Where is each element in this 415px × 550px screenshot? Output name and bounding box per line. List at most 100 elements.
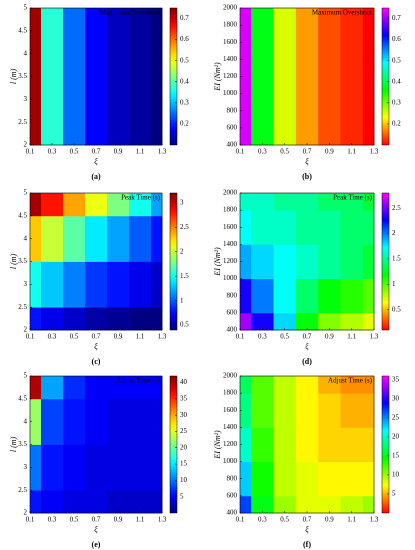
heat-cell [273,376,297,394]
x-tick-label: 1.1 [347,148,356,156]
heat-cell [41,398,64,445]
x-tick-label: 0.3 [48,333,57,341]
heat-cell [240,127,252,146]
heat-cell [362,25,375,60]
heat-cell [295,93,319,129]
colorbar-tick-label: 2.5 [392,204,401,212]
x-tick-label: 0.3 [258,516,267,524]
y-axis-label: l (m) [9,69,18,85]
y-tick-label: 1600 [223,223,238,231]
x-tick-label: 1.1 [136,516,145,524]
x-tick-label: 0.1 [236,516,245,524]
heat-cell [129,261,152,308]
colorbar-tick-label: 0.7 [180,14,189,22]
heat-cell [30,490,42,514]
x-tick-label: 0.1 [26,148,35,156]
y-tick-label: 400 [227,509,238,517]
y-tick-label: 5 [24,189,28,197]
heat-cell [85,8,108,32]
panel-label: (b) [302,172,312,181]
heat-cell [240,210,252,245]
heat-cell [295,8,319,26]
heat-cell [85,261,108,308]
heat-cell [30,122,42,146]
heat-cell [41,444,64,491]
heat-cell [273,8,297,26]
y-tick-label: 2000 [223,372,238,380]
heat-cell [318,427,341,463]
x-tick-label: 0.5 [70,516,79,524]
heat-cell [151,193,163,217]
heat-cell [240,278,252,314]
heat-cell [85,307,108,331]
heat-cell [273,461,297,497]
panel-label: (d) [302,357,312,366]
colorbar-tick-label: 20 [392,432,400,440]
heat-cell [63,122,86,146]
x-tick-label: 1.1 [347,333,356,341]
panel-label: (c) [92,357,101,366]
heat-cell [362,461,375,497]
heat-cell [295,210,319,245]
y-tick-label: 2.5 [18,486,27,494]
heat-cell [240,244,252,280]
heat-cell [63,215,86,262]
heat-cell [107,122,130,146]
heat-cell [273,495,297,514]
heat-cell [318,495,341,514]
heat-cell [85,76,108,123]
heat-cell [362,59,375,95]
heat-cell [107,261,130,308]
heat-cell [273,393,297,428]
heat-cell [273,210,297,245]
heat-cell [340,8,364,26]
heat-cell [85,398,108,445]
y-tick-label: 4 [24,234,28,242]
x-tick-label: 1.3 [370,516,379,524]
heat-cell [30,76,42,123]
y-tick-label: 3 [24,280,28,288]
y-tick-label: 600 [227,491,238,499]
x-tick-label: 0.9 [325,148,334,156]
heat-cell [129,490,152,514]
heat-cell [318,8,341,26]
y-tick-label: 1200 [223,72,238,80]
colorbar-tick-label: 30 [180,411,188,419]
x-tick-label: 0.1 [26,333,35,341]
x-tick-label: 0.5 [280,516,289,524]
heat-cell [251,193,274,211]
heat-cell [295,376,319,394]
heat-cell [107,398,130,445]
heat-cell [151,376,163,400]
x-tick-label: 1.1 [347,516,356,524]
panel-title: Peak Time (s) [121,194,161,202]
heat-cell [107,193,130,217]
y-tick-label: 1000 [223,274,238,282]
heat-cell [318,25,341,60]
colorbar-tick-label: 1.5 [392,255,401,263]
heat-cell [129,30,152,77]
heat-cell [63,398,86,445]
heat-cell [362,8,375,26]
heat-cell [85,444,108,491]
colorbar [381,7,390,146]
colorbar-tick-label: 10 [392,471,400,479]
heat-cell [41,30,64,77]
colorbar-tick-label: 5 [392,490,396,498]
y-tick-label: 3.5 [18,72,27,80]
y-axis-label: l (m) [9,254,18,270]
y-tick-label: 1400 [223,240,238,248]
heat-cell [30,215,42,262]
y-tick-label: 1600 [223,38,238,46]
heat-cell [340,127,364,146]
x-tick-label: 0.9 [325,333,334,341]
y-tick-label: 4.5 [18,26,27,34]
heat-cell [41,193,64,217]
heat-cell [340,495,364,514]
heat-cell [129,122,152,146]
heat-cell [30,398,42,445]
heat-cell [318,210,341,245]
colorbar [381,375,390,514]
colorbar-tick-label: 0.4 [180,77,189,85]
y-tick-label: 4.5 [18,394,27,402]
